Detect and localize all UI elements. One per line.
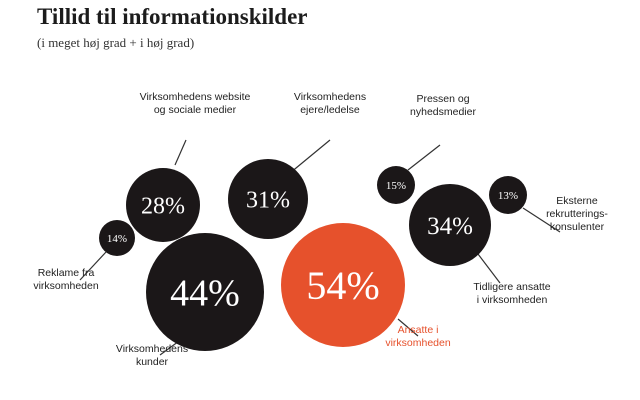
bubble (377, 166, 415, 204)
bubble (281, 223, 405, 347)
leader-line (407, 144, 441, 171)
bubble-label: Eksterne rekrutterings-konsulenter (546, 195, 608, 233)
chart-subtitle: (i meget høj grad + i høj grad) (37, 35, 195, 50)
leader-line (397, 318, 419, 337)
bubble-label: Tidligere ansatte i virksomheden (473, 281, 550, 306)
bubble-label: Virksomhedens ejere/ledelse (294, 91, 366, 116)
bubble-value: 34% (427, 213, 473, 240)
bubble-label: Pressen og nyhedsmedier (410, 93, 476, 118)
bubble-value: 14% (107, 233, 127, 245)
leader-line (289, 139, 331, 174)
leader-line (477, 253, 501, 284)
chart-title: Tillid til informationskilder (37, 4, 308, 29)
bubble-label: Ansatte i virksomheden (385, 324, 451, 349)
bubble (489, 176, 527, 214)
leader-line (522, 207, 561, 233)
bubble (99, 220, 135, 256)
bubble (126, 168, 200, 242)
bubble-value: 28% (141, 193, 185, 219)
bubble-label: Virksomhedens website og sociale medier (140, 91, 251, 116)
bubble-value: 15% (386, 180, 406, 192)
bubble-value: 54% (306, 263, 379, 308)
bubble (409, 184, 491, 266)
leader-line (174, 139, 187, 166)
bubble (146, 233, 264, 351)
bubble-value: 44% (170, 272, 240, 314)
bubble (228, 159, 308, 239)
bubble-label: Virksomhedens kunder (116, 343, 188, 368)
bubble-value: 13% (498, 190, 518, 202)
bubble-value: 31% (246, 187, 290, 213)
bubble-label: Reklame fra virksomheden (33, 267, 99, 292)
leader-line (79, 251, 107, 281)
